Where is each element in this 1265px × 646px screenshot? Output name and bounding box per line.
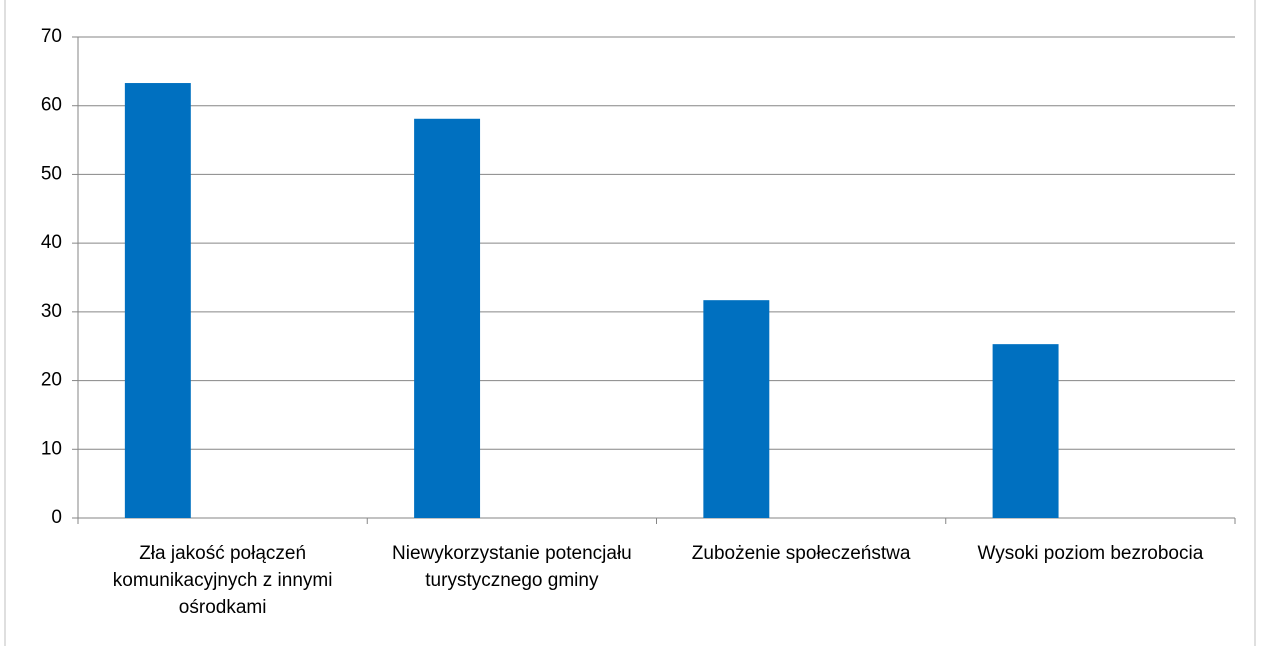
y-tick-label: 60 [41, 95, 62, 116]
x-tick-label: Niewykorzystanie potencjału turystyczneg… [392, 543, 632, 591]
chart-border [4, 0, 1256, 646]
y-tick-label: 0 [51, 507, 62, 528]
x-tick-label: Zła jakość połączeń komunikacyjnych z in… [112, 543, 333, 618]
bar [703, 300, 770, 518]
y-tick-label: 50 [41, 163, 62, 184]
y-tick-label: 70 [41, 26, 62, 47]
bar [992, 344, 1059, 518]
y-tick-label: 10 [41, 438, 62, 459]
bar [414, 118, 481, 519]
y-tick-label: 40 [41, 232, 62, 253]
bar [124, 83, 191, 518]
y-tick-label: 30 [41, 301, 62, 322]
x-tick-label: Wysoki poziom bezrobocia [977, 543, 1204, 564]
x-tick-label: Zubożenie społeczeństwa [691, 543, 911, 564]
y-tick-label: 20 [41, 370, 62, 391]
